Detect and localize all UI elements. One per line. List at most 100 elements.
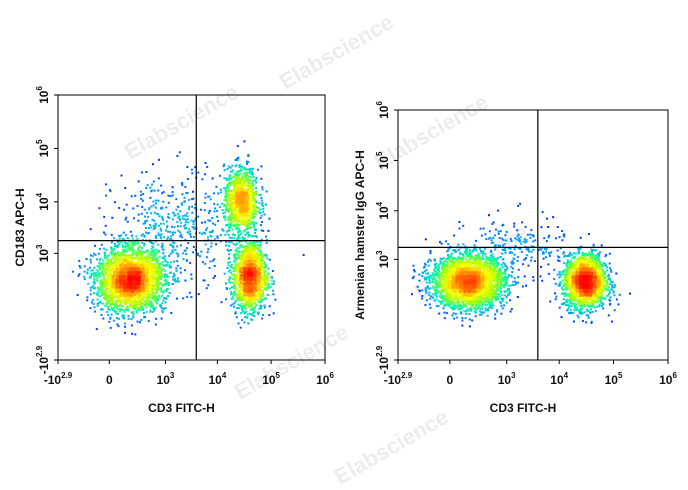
event-point — [230, 211, 233, 214]
event-point — [149, 266, 152, 269]
event-point — [264, 271, 267, 274]
event-point — [247, 322, 250, 325]
event-point — [219, 206, 221, 208]
event-point — [104, 233, 107, 236]
event-point — [120, 234, 123, 237]
event-point — [167, 230, 170, 233]
event-point — [245, 290, 248, 293]
event-point — [156, 260, 159, 263]
event-point — [228, 200, 231, 203]
event-point — [237, 177, 240, 180]
event-point — [266, 286, 269, 289]
event-point — [138, 253, 141, 256]
event-point — [175, 269, 178, 272]
event-point — [232, 191, 235, 194]
event-point — [107, 279, 109, 282]
event-point — [149, 309, 152, 312]
event-point — [152, 307, 155, 310]
event-point — [165, 289, 168, 292]
event-point — [259, 251, 262, 254]
event-point — [233, 234, 236, 237]
event-point — [241, 252, 244, 255]
event-point — [141, 301, 144, 304]
event-point — [242, 246, 245, 248]
event-point — [110, 241, 113, 244]
event-point — [116, 283, 119, 286]
event-point — [235, 206, 238, 208]
event-point — [247, 263, 250, 266]
event-point — [222, 165, 225, 168]
event-point — [171, 191, 174, 194]
event-point — [207, 248, 210, 251]
event-point — [177, 212, 180, 215]
event-point — [138, 249, 141, 252]
event-point — [172, 275, 175, 278]
event-point — [267, 283, 270, 286]
event-point — [256, 283, 259, 286]
event-point — [240, 222, 243, 225]
event-point — [114, 254, 117, 256]
event-point — [258, 257, 261, 259]
event-point — [243, 140, 246, 143]
event-point — [249, 187, 251, 190]
event-point — [232, 273, 235, 276]
event-point — [168, 217, 171, 219]
event-point — [246, 199, 249, 202]
event-point — [129, 247, 132, 250]
event-point — [109, 326, 112, 329]
event-point — [152, 259, 155, 262]
event-point — [262, 289, 264, 292]
event-point — [115, 279, 118, 282]
event-point — [247, 189, 250, 192]
event-point — [237, 236, 239, 239]
event-point — [149, 257, 152, 259]
event-point — [242, 284, 245, 287]
event-point — [208, 266, 211, 269]
event-point — [100, 308, 103, 311]
event-point — [224, 216, 227, 219]
event-point — [123, 294, 126, 297]
event-point — [246, 176, 249, 179]
event-point — [253, 215, 256, 218]
event-point — [239, 326, 242, 329]
event-point — [269, 276, 272, 279]
event-point — [160, 233, 162, 236]
event-point — [89, 228, 92, 231]
event-point — [265, 297, 268, 300]
event-point — [254, 295, 257, 298]
event-point — [101, 285, 104, 288]
event-point — [208, 195, 211, 198]
event-point — [230, 263, 233, 266]
event-point — [245, 177, 248, 180]
event-point — [250, 184, 253, 187]
event-point — [113, 264, 116, 267]
event-point — [158, 269, 161, 272]
watermark: Elabscience — [275, 9, 398, 94]
event-point — [230, 271, 233, 274]
event-point — [235, 253, 238, 256]
event-point — [228, 222, 231, 225]
event-point — [103, 231, 105, 234]
event-point — [160, 317, 163, 320]
event-point — [131, 264, 133, 267]
event-point — [119, 288, 122, 291]
event-point — [171, 244, 174, 247]
event-point — [145, 277, 148, 279]
event-point — [137, 248, 140, 251]
event-point — [99, 301, 102, 304]
event-point — [240, 194, 243, 197]
event-point — [124, 331, 126, 334]
event-point — [105, 248, 108, 251]
event-point — [101, 288, 104, 291]
event-point — [252, 224, 255, 227]
event-point — [268, 258, 271, 261]
event-point — [216, 215, 219, 218]
event-point — [265, 264, 267, 267]
event-point — [103, 285, 106, 288]
event-point — [104, 268, 106, 271]
event-point — [256, 288, 259, 291]
event-point — [120, 265, 123, 268]
event-point — [242, 183, 245, 186]
event-point — [131, 245, 134, 248]
event-point — [242, 172, 245, 175]
